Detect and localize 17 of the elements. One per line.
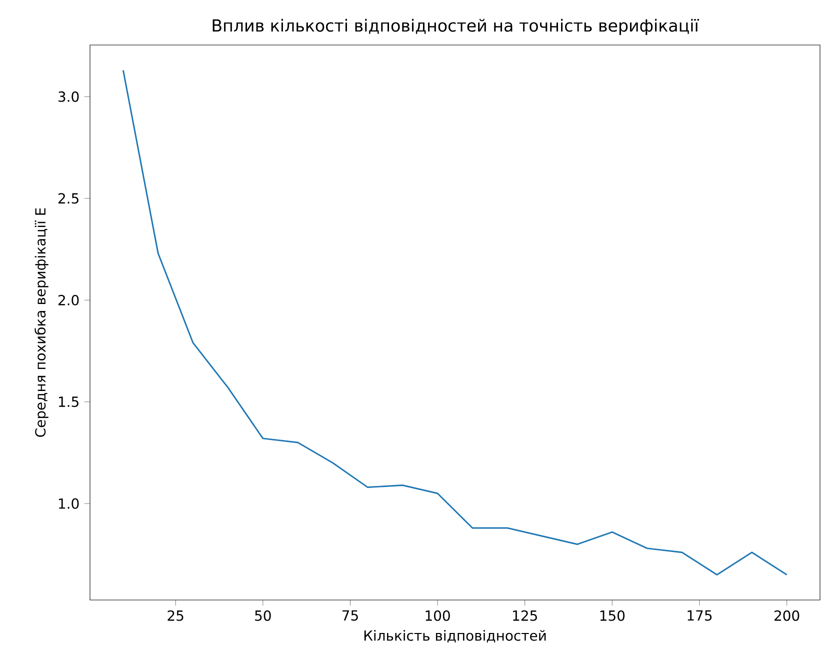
x-tick-label: 75 <box>342 610 358 621</box>
x-tick-label: 25 <box>168 610 184 621</box>
y-tick-label: 2.5 <box>58 193 78 204</box>
y-tick-label: 3.0 <box>58 91 79 102</box>
x-tick-label: 175 <box>688 610 712 621</box>
y-axis-title: Середня похибка верифікації E <box>34 208 48 437</box>
chart-title: Вплив кількості відповідностей на точність верифікації <box>212 18 699 35</box>
x-tick-label: 50 <box>255 610 271 621</box>
x-axis-title: Кількість відповідностей <box>364 630 546 643</box>
x-tick-label: 125 <box>513 610 537 621</box>
x-tick-label: 100 <box>426 610 450 621</box>
line-series <box>122 69 788 576</box>
x-tick-label: 200 <box>774 610 800 621</box>
y-tick-label: 1.0 <box>58 498 79 509</box>
y-tick-label: 1.5 <box>58 396 78 408</box>
x-tick-label: 150 <box>600 610 625 621</box>
y-tick-label: 2.0 <box>58 294 79 306</box>
